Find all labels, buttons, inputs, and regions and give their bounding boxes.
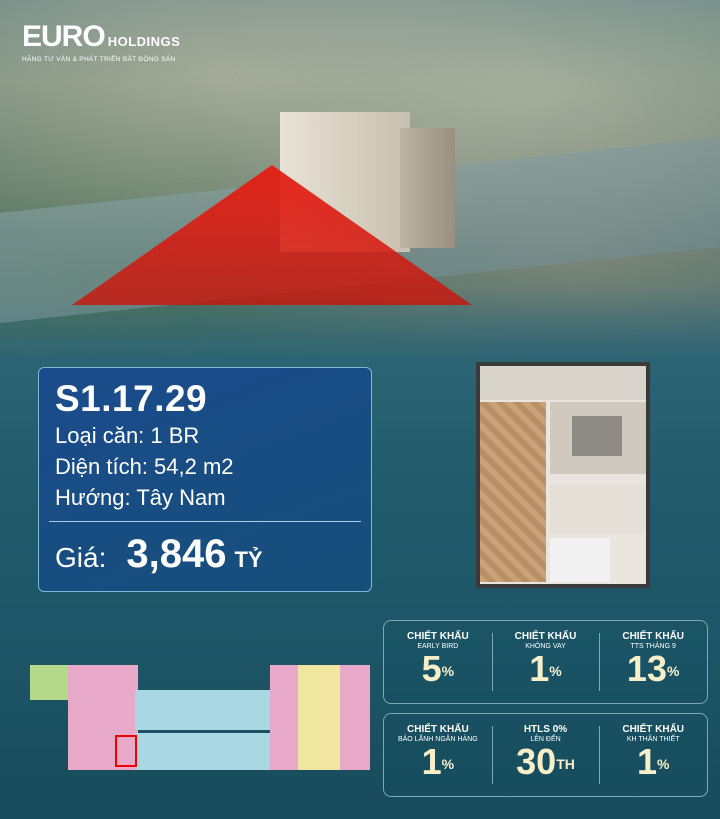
discount-bank-guarantee: CHIẾT KHẤU BẢO LÃNH NGÂN HÀNG 1% xyxy=(384,714,492,796)
discounts-3-suffix: % xyxy=(441,756,455,772)
discounts-0-value: 5 xyxy=(421,648,442,689)
unit-type: Loại căn: 1 BR xyxy=(55,423,200,448)
discount-row-1: CHIẾT KHẤU EARLY BIRD 5% CHIẾT KHẤU KHÔNG V… xyxy=(383,620,708,704)
discounts-1-title: CHIẾT KHẤU xyxy=(514,631,577,642)
discounts-1-suffix: % xyxy=(549,663,562,679)
discount-row-2: CHIẾT KHẤU BẢO LÃNH NGÂN HÀNG 1% HTLS 0% LÊ… xyxy=(383,713,708,797)
unit-code: S1.17.29 xyxy=(55,378,208,419)
logo-tagline: HÃNG TƯ VẤN & PHÁT TRIỂN BẤT ĐỘNG SẢN xyxy=(22,56,176,63)
apartment-tower-2 xyxy=(400,128,455,248)
discounts-3-value: 1 xyxy=(421,741,442,782)
discounts-2-subtitle: TTS THÁNG 9 xyxy=(630,643,676,650)
discount-tts-september: CHIẾT KHẤU TTS THÁNG 9 13% xyxy=(599,621,707,703)
discounts-5-subtitle: KH THÂN THIẾT xyxy=(626,736,680,743)
logo-suffix: HOLDINGS xyxy=(107,34,181,49)
price-value: 3,846 xyxy=(126,532,227,576)
discounts-4-value: 30 xyxy=(516,741,557,782)
discounts-0-suffix: % xyxy=(441,663,455,679)
unit-direction: Hướng: Tây Nam xyxy=(55,485,226,510)
discounts-3-subtitle: BẢO LÃNH NGÂN HÀNG xyxy=(397,736,478,743)
unit-area: Diện tích: 54,2 m2 xyxy=(55,454,234,479)
divider xyxy=(49,521,361,522)
price-label: Giá: xyxy=(55,542,107,573)
discounts-5-value: 1 xyxy=(636,741,657,782)
discounts-0-subtitle: EARLY BIRD xyxy=(417,643,459,650)
logo-text: EURO xyxy=(22,20,106,53)
discounts-4-suffix: TH xyxy=(556,756,575,772)
discounts-3-title: CHIẾT KHẤU xyxy=(407,724,469,735)
discounts-2-value: 13 xyxy=(626,648,667,689)
building-floor-plan xyxy=(30,665,370,770)
discount-no-loan: CHIẾT KHẤU KHÔNG VAY 1% xyxy=(491,621,600,703)
discounts-1-subtitle: KHÔNG VAY xyxy=(525,643,566,650)
discounts-2-suffix: % xyxy=(666,663,680,679)
euro-holdings-logo: EURO HOLDINGS HÃNG TƯ VẤN & PHÁT TRIỂN BẤ… xyxy=(22,20,180,63)
discounts-1-value: 1 xyxy=(529,648,550,689)
interest-free-months: HTLS 0% LÊN ĐẾN 30TH xyxy=(491,714,600,796)
unit-floor-plan xyxy=(476,362,650,588)
price-unit: TỶ xyxy=(234,547,263,572)
discount-early-bird: CHIẾT KHẤU EARLY BIRD 5% xyxy=(384,621,492,703)
discounts-0-title: CHIẾT KHẤU xyxy=(407,631,469,642)
discount-loyal-customer: CHIẾT KHẤU KH THÂN THIẾT 1% xyxy=(599,714,707,796)
discounts-5-title: CHIẾT KHẤU xyxy=(622,724,685,735)
discounts-4-title: HTLS 0% xyxy=(523,724,568,735)
discounts-4-subtitle: LÊN ĐẾN xyxy=(530,736,561,743)
unit-price: Giá: 3,846 TỶ xyxy=(55,532,361,577)
discounts-2-title: CHIẾT KHẤU xyxy=(622,631,685,642)
unit-info-card: S1.17.29 Loại căn: 1 BR Diện tích: 54,2 … xyxy=(38,367,372,592)
discounts-5-suffix: % xyxy=(656,756,670,772)
